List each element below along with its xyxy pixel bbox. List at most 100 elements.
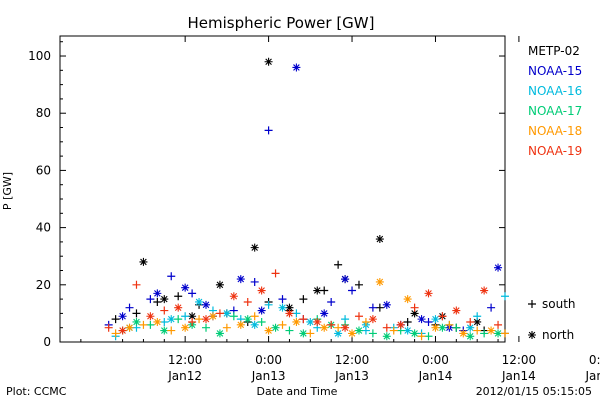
x-tick-time: 12:00 [335,353,370,367]
north-point [320,309,329,318]
south-point [271,269,280,278]
north-point [403,326,412,335]
north-point [285,309,294,318]
south-point [327,320,336,329]
north-point [229,292,238,301]
south-point [375,303,384,312]
north-point [375,235,384,244]
south-point [327,297,336,306]
south-point [487,303,496,312]
south-point [494,320,503,329]
south-point [167,326,176,335]
south-point [368,329,377,338]
north-point [320,323,329,332]
legend-entry: NOAA-16 [528,84,582,98]
south-point [438,312,447,321]
north-point [195,297,204,306]
south-point [202,323,211,332]
south-point [299,315,308,324]
x-tick-time: 0:00 [255,353,282,367]
north-point [132,317,141,326]
south-point [480,329,489,338]
legend-marker-label: north [542,328,574,342]
x-tick-time: 0:00 [422,353,449,367]
south-point [264,126,273,135]
south-point [160,317,169,326]
north-point [354,326,363,335]
north-point [410,309,419,318]
y-tick-label: 100 [28,49,51,63]
south-point [285,326,294,335]
x-tick-day: Jan13 [251,369,286,383]
x-tick-day: Jan15 [584,369,600,383]
south-point [243,297,252,306]
north-point [431,315,440,324]
south-point [354,312,363,321]
south-point [111,329,120,338]
south-point [132,309,141,318]
plot-area: 0 20 40 60 80 100 12:00 Jan12 0:00 Jan13 12:00 Jan1… [28,35,600,383]
legend-entry: NOAA-19 [528,144,582,158]
y-tick-label: 40 [36,221,51,235]
south-point [167,272,176,281]
north-point [424,289,433,298]
north-point [188,312,197,321]
south-point [264,300,273,309]
south-point [222,323,231,332]
south-point [354,280,363,289]
y-tick-label: 80 [36,106,51,120]
north-point [181,283,190,292]
north-point [264,326,273,335]
north-point [459,329,468,338]
series-metp-02 [111,57,509,338]
north-point [438,323,447,332]
south-point [424,317,433,326]
south-point [389,326,398,335]
south-point [188,317,197,326]
south-point [466,317,475,326]
south-point [111,315,120,324]
south-point [250,277,259,286]
north-point [271,323,280,332]
north-point [146,312,155,321]
north-point [160,295,169,304]
north-point [285,303,294,312]
north-point [528,331,536,339]
south-point [334,323,343,332]
south-point [382,323,391,332]
north-point [473,317,482,326]
north-point [222,309,231,318]
north-point [368,315,377,324]
legend-marker-north [528,331,536,339]
south-point [139,320,148,329]
legend-entry: NOAA-18 [528,124,582,138]
plot-timestamp: 2012/01/15 05:15:05 [476,385,592,398]
south-point [146,295,155,304]
south-point [292,309,301,318]
x-tick-day: Jan14 [501,369,536,383]
series-noaa-19 [104,269,503,335]
south-point [501,329,509,338]
south-point [334,260,343,269]
south-point [181,312,190,321]
south-point [361,317,370,326]
series-noaa-18 [111,277,509,341]
north-point [348,329,357,338]
north-point [125,323,134,332]
north-point [382,300,391,309]
north-point [306,317,315,326]
x-axis-label: Date and Time [257,385,338,398]
south-point [153,297,162,306]
north-point [118,312,127,321]
north-point [202,300,211,309]
north-point [396,320,405,329]
x-tick-day: Jan13 [334,369,369,383]
south-point [403,317,412,326]
x-tick-day: Jan14 [418,369,453,383]
south-point [306,329,315,338]
north-point [494,263,503,272]
south-point [445,320,454,329]
legend: METP-02 NOAA-15 NOAA-16 NOAA-17 NOAA-18 NOAA-… [528,44,582,342]
north-point [118,326,127,335]
north-point [292,317,301,326]
